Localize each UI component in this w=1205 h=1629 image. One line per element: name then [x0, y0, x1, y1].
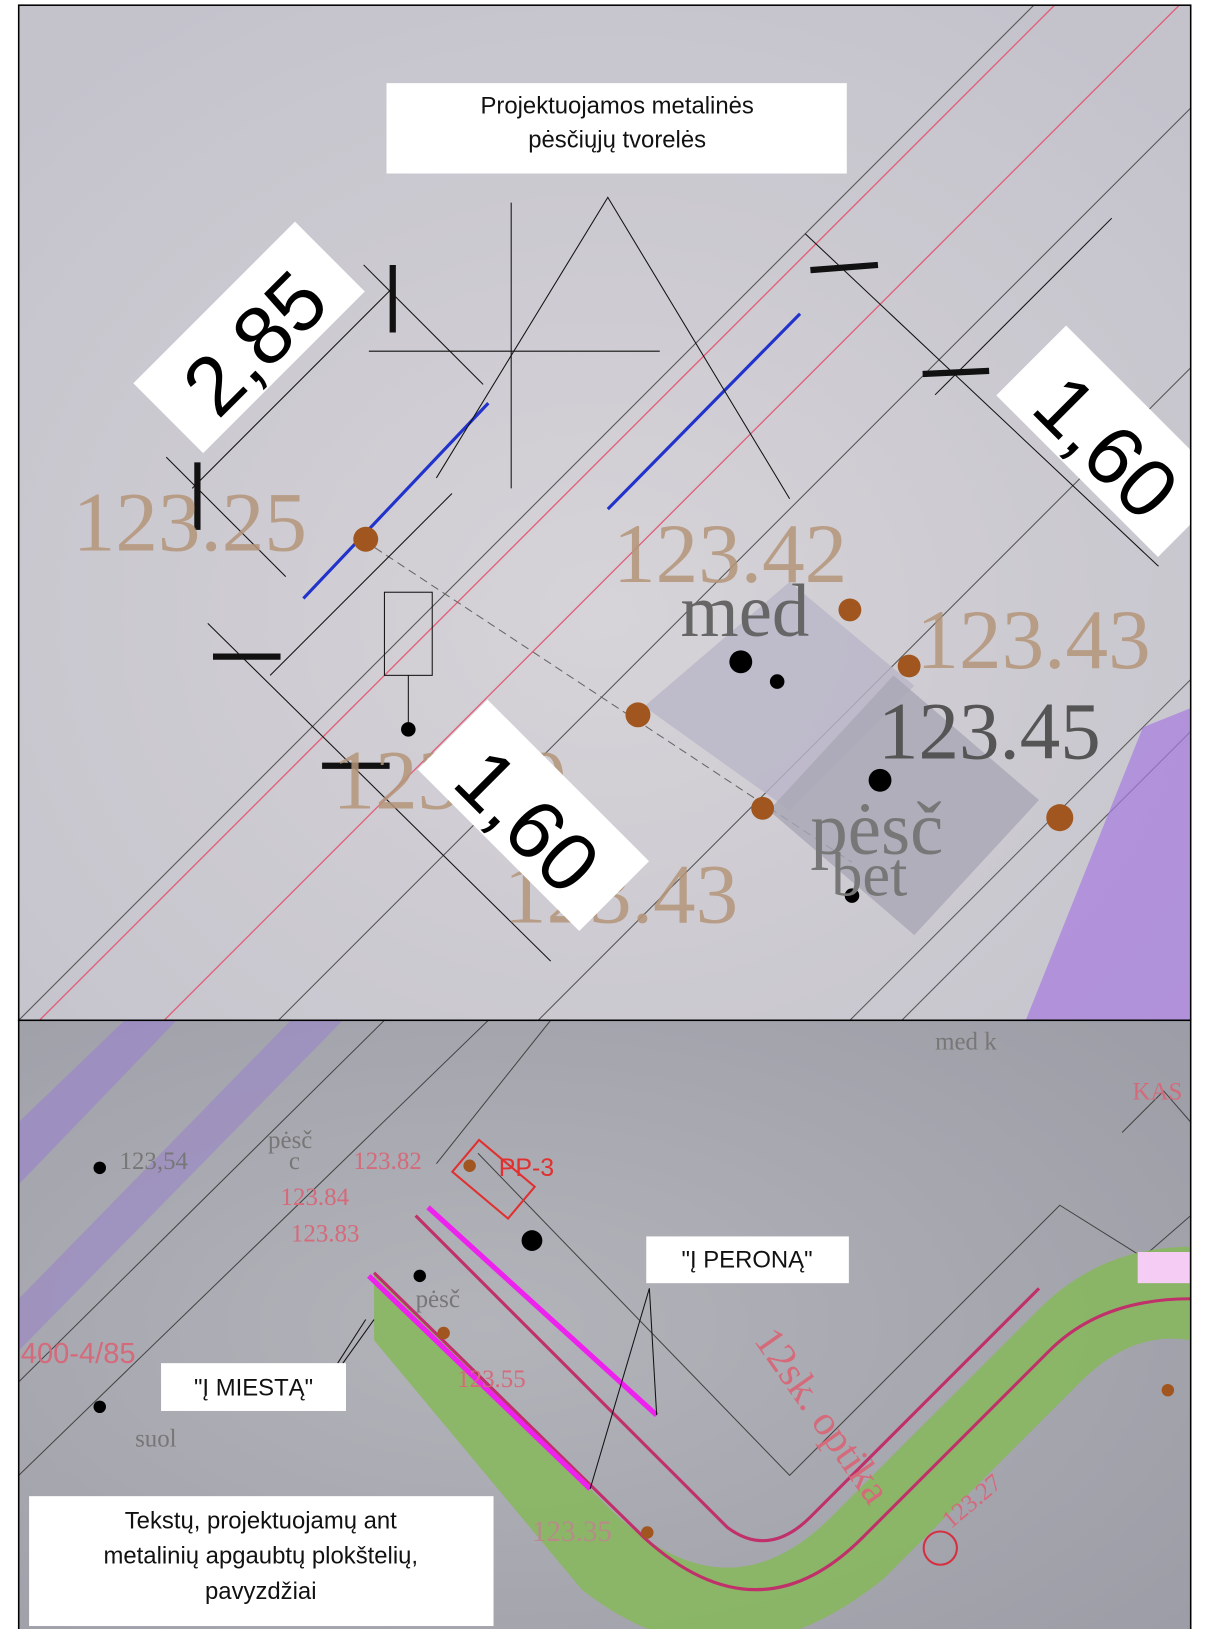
label: 123.82: [353, 1148, 422, 1175]
callout-text: Tekstų, projektuojamų ant: [125, 1507, 397, 1534]
label: med: [681, 570, 810, 653]
label: med k: [935, 1028, 997, 1055]
top-panel: 123.25 123.42 123.43 123.29 123.43 123.4…: [18, 5, 1191, 1021]
callout-text: pėsčiųjų tvorelės: [528, 127, 706, 154]
label: bet: [831, 841, 907, 910]
label: pėsč: [416, 1286, 460, 1313]
callout-text: "Į MIESTĄ": [194, 1374, 313, 1401]
label: suol: [135, 1425, 177, 1452]
label: pėsč: [268, 1127, 312, 1154]
callout-text: "Į PERONĄ": [682, 1247, 813, 1274]
label: 123.84: [281, 1184, 350, 1211]
label: PP-3: [499, 1154, 554, 1182]
elevation: 123.25: [73, 476, 307, 570]
bottom-panel: 123,54 pėsč c 123.82 123.84 123.83 PP-3 …: [18, 1020, 1191, 1629]
elevation: 123.45: [878, 686, 1101, 776]
label: c: [289, 1148, 300, 1175]
label: 123,54: [119, 1148, 188, 1175]
label: 123.83: [291, 1221, 360, 1248]
elevation: 123.43: [916, 593, 1150, 687]
label: KAS: [1133, 1078, 1183, 1105]
callout-text: Projektuojamos metalinės: [480, 92, 753, 119]
label: 400-4/85: [21, 1338, 136, 1370]
callout-text: metalinių apgaubtų plokštelių,: [104, 1543, 419, 1570]
label: pėsč: [810, 788, 943, 871]
elevation: 123.42: [613, 507, 847, 601]
label: 123.35: [532, 1516, 612, 1548]
callout-text: pavyzdžiai: [205, 1578, 316, 1605]
label: 123.55: [457, 1366, 526, 1393]
